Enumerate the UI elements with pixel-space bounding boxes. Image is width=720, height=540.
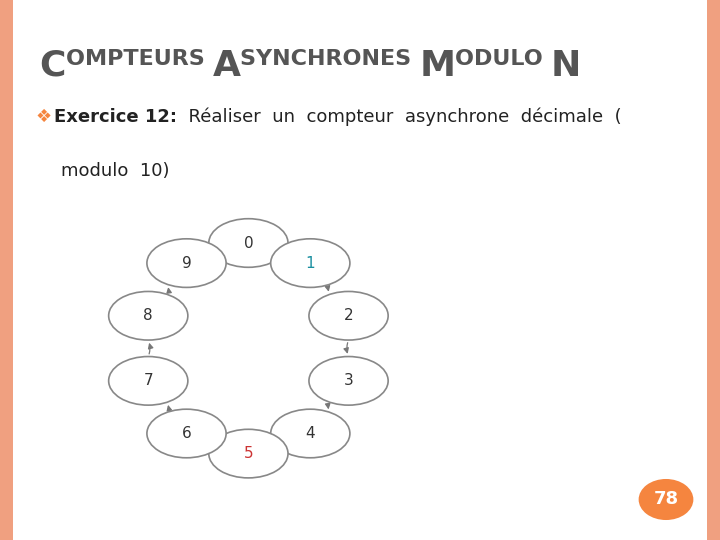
Ellipse shape	[109, 292, 188, 340]
Ellipse shape	[109, 356, 188, 405]
Text: 2: 2	[343, 308, 354, 323]
Text: 8: 8	[143, 308, 153, 323]
Text: 3: 3	[343, 373, 354, 388]
Ellipse shape	[309, 292, 388, 340]
Text: 9: 9	[181, 255, 192, 271]
Ellipse shape	[271, 409, 350, 458]
FancyArrowPatch shape	[278, 249, 283, 253]
FancyArrowPatch shape	[344, 343, 348, 353]
Text: 78: 78	[654, 490, 678, 509]
Text: 6: 6	[181, 426, 192, 441]
Ellipse shape	[209, 219, 288, 267]
Text: ❖: ❖	[36, 108, 58, 126]
Circle shape	[639, 479, 693, 520]
Ellipse shape	[271, 239, 350, 287]
FancyArrowPatch shape	[167, 406, 171, 411]
FancyArrowPatch shape	[325, 403, 330, 408]
FancyArrowPatch shape	[214, 443, 219, 448]
Text: M: M	[419, 49, 455, 83]
Text: SYNCHRONES: SYNCHRONES	[240, 49, 419, 69]
Text: 4: 4	[305, 426, 315, 441]
Ellipse shape	[147, 409, 226, 458]
FancyArrowPatch shape	[167, 288, 171, 293]
Text: Exercice 12:: Exercice 12:	[54, 108, 177, 126]
Text: C: C	[40, 49, 66, 83]
Text: ODULO: ODULO	[455, 49, 551, 69]
Text: 7: 7	[143, 373, 153, 388]
Text: N: N	[551, 49, 581, 83]
Text: A: A	[212, 49, 240, 83]
Text: OMPTEURS: OMPTEURS	[66, 49, 212, 69]
Ellipse shape	[309, 356, 388, 405]
Text: 1: 1	[305, 255, 315, 271]
Text: 0: 0	[243, 235, 253, 251]
Text: 5: 5	[243, 446, 253, 461]
FancyArrowPatch shape	[216, 249, 221, 253]
FancyArrowPatch shape	[276, 443, 281, 448]
FancyArrowPatch shape	[325, 286, 330, 291]
Ellipse shape	[209, 429, 288, 478]
Text: modulo  10): modulo 10)	[61, 162, 170, 180]
Ellipse shape	[147, 239, 226, 287]
FancyArrowPatch shape	[148, 344, 153, 354]
Text: Réaliser  un  compteur  asynchrone  décimale  (: Réaliser un compteur asynchrone décimale…	[177, 108, 621, 126]
